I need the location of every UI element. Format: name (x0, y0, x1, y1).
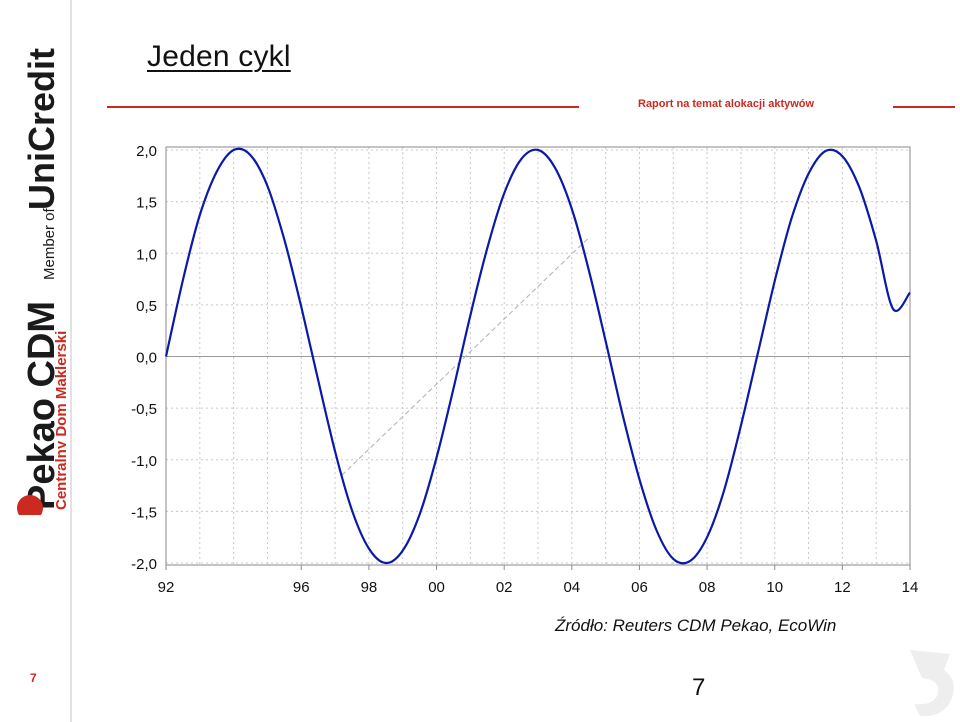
x-tick-label: 10 (766, 579, 783, 596)
y-tick-label: -2,0 (131, 556, 157, 573)
company-logo-text: Pekao CDM (21, 301, 63, 510)
x-tick-label: 02 (496, 579, 513, 596)
trend-line (341, 237, 590, 476)
chart-grid (165, 147, 911, 565)
brand-logo-graphic: Pekao CDM Centralny Dom Maklerski Member… (17, 48, 70, 521)
member-of-text: Member of (41, 207, 58, 280)
y-tick-label: -1,5 (131, 504, 157, 521)
x-tick-label: 92 (158, 579, 175, 596)
page-number: 7 (692, 674, 706, 701)
y-axis-ticks: 2,0 1,5 1,0 0,5 0,0 -0,5 -1,0 -1,5 -2,0 (131, 143, 157, 573)
y-tick-label: -0,5 (131, 401, 157, 418)
report-label: Raport na temat alokacji aktywów (638, 98, 815, 110)
y-tick-label: 2,0 (136, 143, 157, 160)
slide-title: Jeden cykl (147, 40, 291, 73)
sidebar-divider (70, 0, 72, 722)
x-tick-label: 08 (699, 579, 716, 596)
x-tick-label: 12 (834, 579, 851, 596)
brand-logo: Pekao CDM Centralny Dom Maklerski Member… (2, 30, 70, 521)
y-tick-label: 0,0 (136, 350, 157, 367)
x-axis-ticks: 92 96 98 00 02 04 06 08 10 12 14 (158, 565, 919, 596)
y-tick-label: 1,0 (136, 246, 157, 263)
header-rule-left (107, 106, 579, 108)
trend-layer (341, 237, 590, 476)
series-layer (164, 147, 911, 565)
x-tick-label: 98 (361, 579, 378, 596)
y-tick-label: 1,5 (136, 195, 157, 212)
cycle-series-line (164, 147, 911, 565)
watermark-icon (910, 650, 954, 717)
page-number-side: 7 (30, 671, 37, 685)
x-tick-label: 06 (631, 579, 648, 596)
x-tick-label: 14 (902, 579, 919, 596)
header-rule-right (893, 106, 955, 108)
x-tick-label: 96 (293, 579, 310, 596)
source-note: Źródło: Reuters CDM Pekao, EcoWin (555, 616, 837, 635)
brand-mark-icon (17, 495, 43, 521)
company-sub-text: Centralny Dom Maklerski (53, 331, 66, 510)
x-tick-label: 04 (563, 579, 580, 596)
partner-logo-text: UniCredit (21, 48, 62, 210)
y-tick-label: -1,0 (131, 453, 157, 470)
y-tick-label: 0,5 (136, 298, 157, 315)
x-tick-label: 00 (428, 579, 445, 596)
